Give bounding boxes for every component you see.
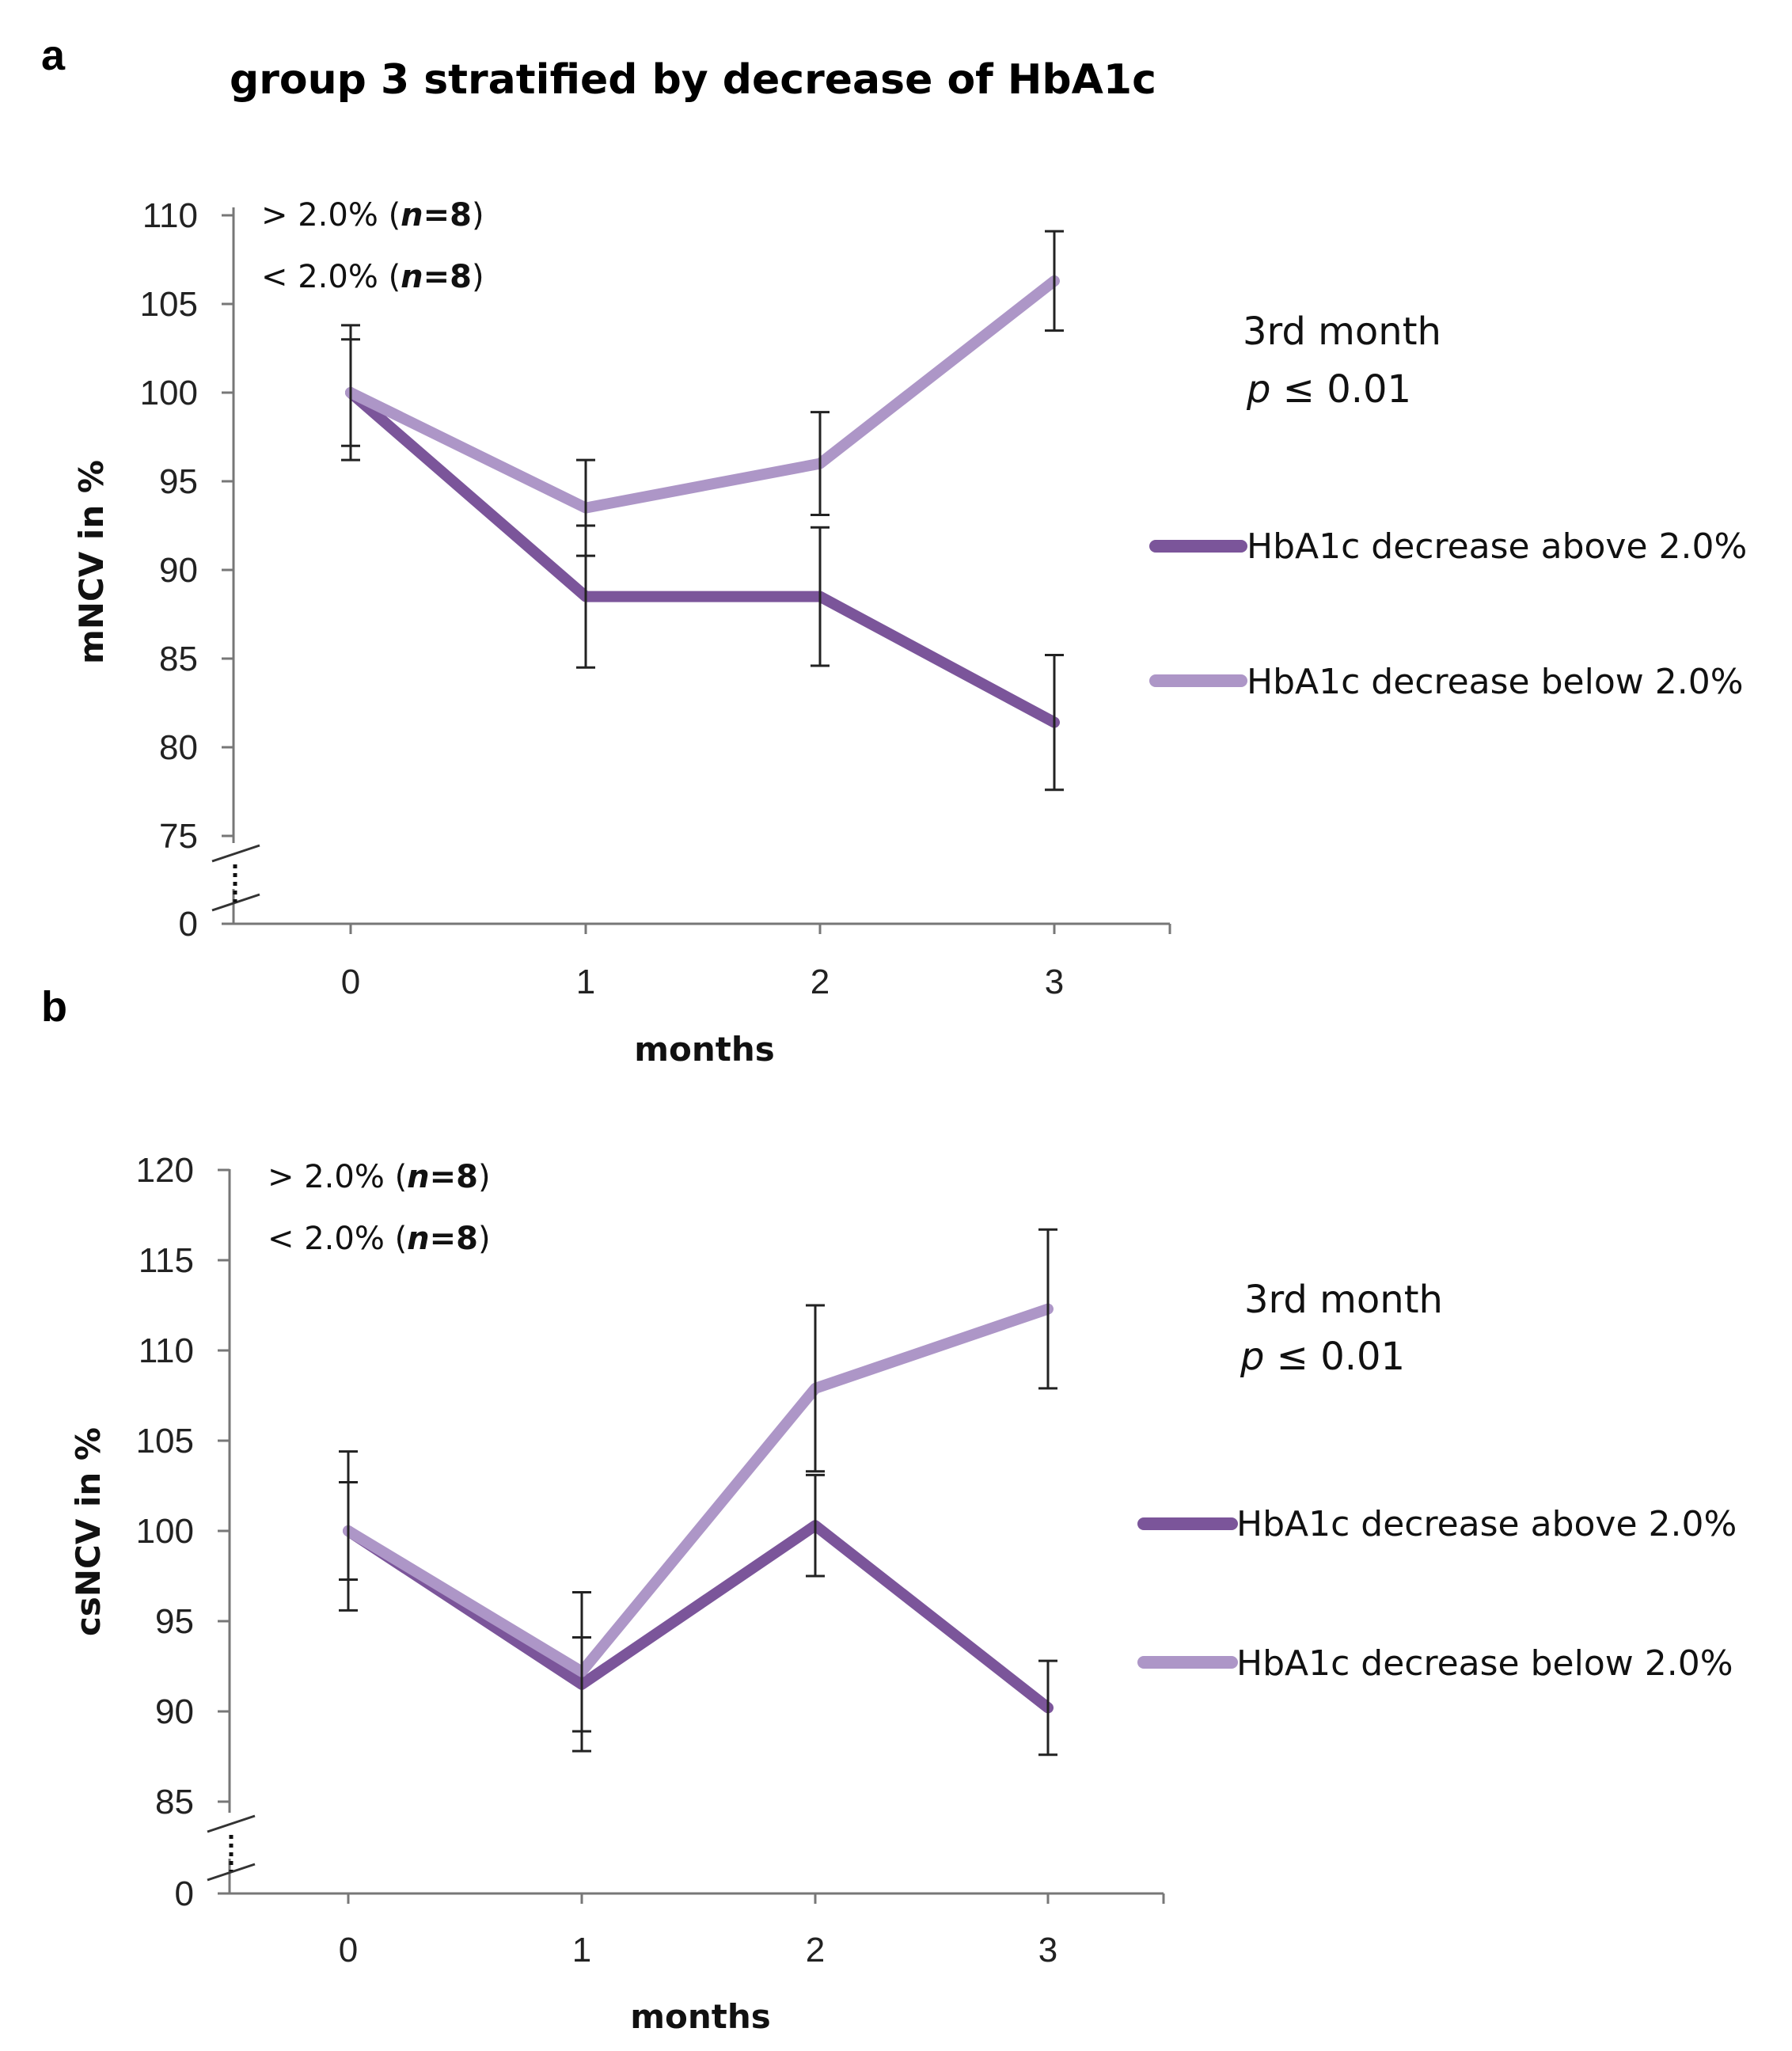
y-tick-label: 115 (139, 1241, 194, 1280)
error-bar (806, 1304, 825, 1473)
series-line-above (345, 387, 1060, 728)
stat-month-label: 3rd month (1244, 1278, 1443, 1322)
y-ticks: 0 75 80 85 90 95 100 105 110 (140, 196, 233, 944)
panel-b: b > 2.0% (n=8) < 2.0% (n=8) 3rd month p … (41, 983, 1737, 2036)
plot-area (339, 1228, 1057, 1757)
y-tick-label: 95 (159, 462, 198, 501)
x-axis-label: months (634, 1030, 775, 1069)
x-tick-label: 1 (572, 1931, 591, 1969)
y-tick-label: 85 (155, 1783, 194, 1821)
y-tick-label: 0 (179, 905, 198, 944)
y-tick-label: 105 (140, 285, 198, 324)
y-tick-label: 110 (139, 1331, 194, 1370)
error-bar (811, 526, 830, 667)
legend: HbA1c decrease above 2.0% HbA1c decrease… (1149, 526, 1747, 702)
error-bar (811, 411, 830, 517)
plot-area (341, 230, 1064, 792)
y-tick-label: 80 (159, 728, 198, 767)
n-note-below: < 2.0% (n=8) (261, 259, 484, 295)
legend-label-below: HbA1c decrease below 2.0% (1247, 662, 1744, 702)
y-tick-label: 0 (175, 1874, 194, 1913)
legend-label-above: HbA1c decrease above 2.0% (1247, 526, 1747, 567)
series-line-above (343, 1520, 1054, 1714)
axis-break-mark (207, 1863, 256, 1882)
error-bar (806, 1473, 825, 1578)
error-bar (576, 458, 595, 557)
series-line-below (345, 275, 1060, 514)
error-bar (339, 1450, 358, 1612)
x-tick-label: 2 (811, 963, 830, 1001)
x-tick-label: 3 (1045, 963, 1064, 1001)
y-tick-label: 100 (136, 1512, 194, 1551)
series-line-below (343, 1303, 1054, 1677)
y-tick-label: 120 (136, 1151, 194, 1190)
legend: HbA1c decrease above 2.0% HbA1c decrease… (1137, 1504, 1737, 1684)
y-tick-label: 75 (159, 817, 198, 856)
y-tick-label: 90 (155, 1692, 194, 1731)
y-axis-label: csNCV in % (69, 1427, 108, 1636)
x-ticks: 0 1 2 3 (341, 924, 1171, 1001)
error-bar (1038, 1659, 1057, 1757)
x-tick-label: 1 (576, 963, 595, 1001)
y-tick-label: 110 (142, 196, 198, 235)
error-bar (572, 1591, 591, 1753)
axis-break-mark (207, 1814, 256, 1833)
y-tick-label: 95 (155, 1602, 194, 1641)
error-bar (1045, 230, 1064, 332)
y-tick-label: 85 (159, 640, 198, 678)
panel-a-label: a (41, 32, 66, 79)
stat-month-label: 3rd month (1243, 310, 1441, 354)
y-axis-label: mNCV in % (72, 460, 111, 664)
stat-p-value: p ≤ 0.01 (1240, 1335, 1405, 1379)
panel-b-label: b (41, 983, 67, 1031)
legend-label-below: HbA1c decrease below 2.0% (1236, 1643, 1733, 1684)
n-note-above: > 2.0% (n=8) (268, 1159, 491, 1195)
x-ticks: 0 1 2 3 (339, 1893, 1165, 1969)
legend-label-above: HbA1c decrease above 2.0% (1236, 1504, 1737, 1544)
n-note-above: > 2.0% (n=8) (261, 197, 484, 234)
x-tick-label: 0 (339, 1931, 358, 1969)
x-tick-label: 3 (1038, 1931, 1057, 1969)
n-note-below: < 2.0% (n=8) (268, 1221, 491, 1257)
chart-title: group 3 stratified by decrease of HbA1c (230, 56, 1156, 104)
x-tick-label: 0 (341, 963, 360, 1001)
stat-p-value: p ≤ 0.01 (1246, 367, 1411, 412)
y-ticks: 0 85 90 95 100 105 110 115 120 (136, 1151, 230, 1913)
error-bar (341, 324, 360, 461)
y-tick-label: 105 (136, 1422, 194, 1460)
axis-break-mark (211, 844, 260, 863)
y-tick-label: 90 (159, 551, 198, 590)
error-bar (1045, 654, 1064, 792)
x-tick-label: 2 (806, 1931, 825, 1969)
panel-a: a group 3 stratified by decrease of HbA1… (41, 32, 1747, 1069)
error-bar (1038, 1228, 1057, 1390)
x-axis-label: months (630, 1997, 771, 2036)
y-tick-label: 100 (140, 374, 198, 412)
